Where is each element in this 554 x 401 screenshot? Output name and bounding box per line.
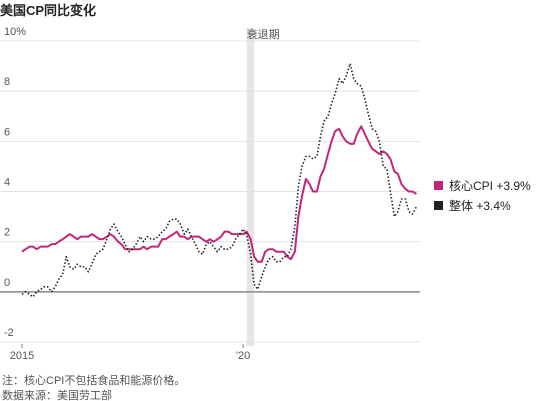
legend-swatch (434, 181, 443, 190)
y-tick-label: 2 (4, 227, 10, 239)
series-line (21, 62, 418, 298)
y-tick-label: 0 (4, 277, 10, 289)
note: 注：核心CPI不包括食品和能源价格。 (2, 373, 185, 387)
y-tick-label: 4 (4, 177, 10, 189)
y-tick-label: 8 (4, 76, 10, 88)
x-tick-label: 2015 (10, 350, 34, 362)
recession-band (246, 28, 255, 346)
recession-label: 衰退期 (247, 27, 280, 41)
legend-label: 整体 +3.4% (449, 198, 511, 213)
y-tick-label: -2 (4, 327, 14, 339)
note: 数据来源：美国劳工部 (2, 388, 112, 401)
legend-swatch (434, 201, 443, 210)
x-tick-label: '20 (236, 350, 250, 362)
series-line (21, 125, 417, 263)
y-tick-label: 10% (4, 26, 26, 38)
y-tick-label: 6 (4, 126, 10, 138)
legend-label: 核心CPI +3.9% (449, 179, 531, 193)
chart-title: 美国CP同比变化 (0, 3, 96, 18)
